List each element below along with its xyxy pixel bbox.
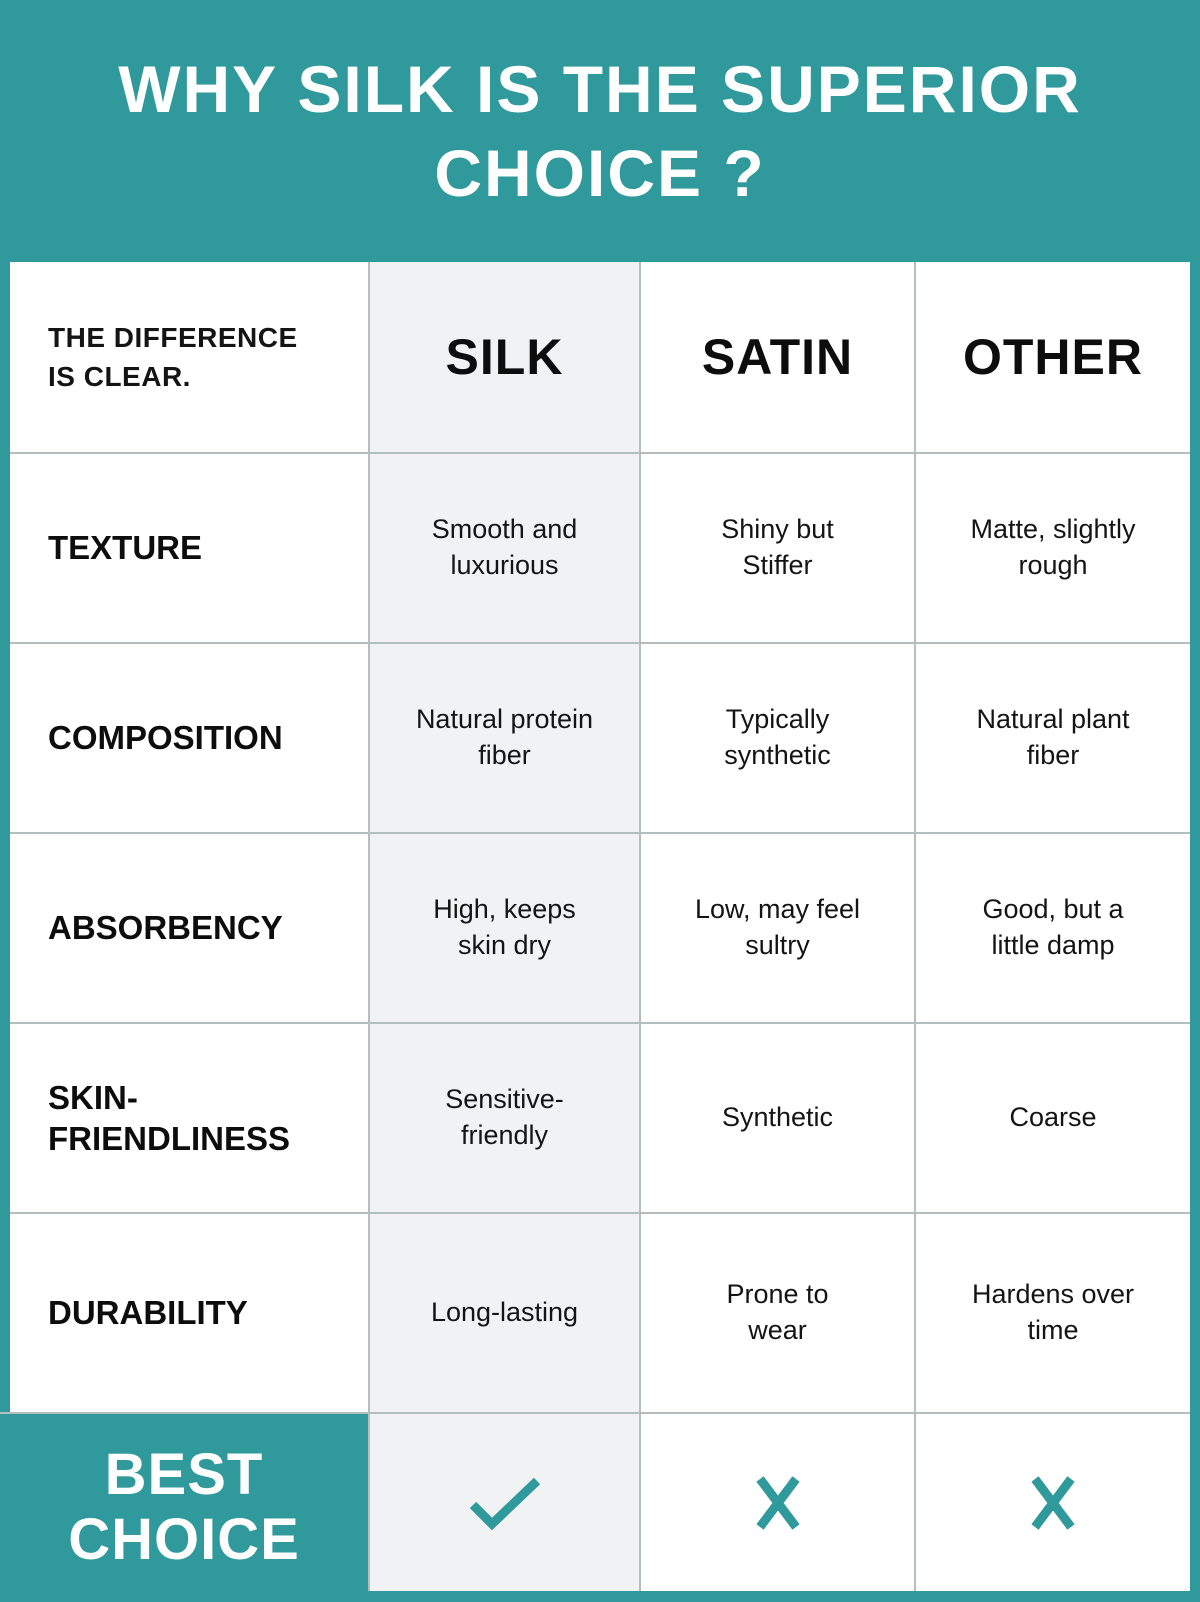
page-header: WHY SILK IS THE SUPERIOR CHOICE ? — [0, 0, 1200, 262]
cell-absorbency-other: Good, but a little damp — [914, 832, 1190, 1022]
cell-texture-silk: Smooth and luxurious — [368, 452, 639, 642]
cell-texture-satin: Shiny but Stiffer — [639, 452, 914, 642]
row-label-skin-friendliness: SKIN- FRIENDLINESS — [10, 1022, 368, 1212]
best-choice-other-cell — [914, 1414, 1190, 1591]
table-intro-text: THE DIFFERENCE IS CLEAR. — [48, 321, 298, 392]
best-choice-satin-cell — [639, 1414, 914, 1591]
cell-texture-other: Matte, slightly rough — [914, 452, 1190, 642]
page-title: WHY SILK IS THE SUPERIOR CHOICE ? — [118, 51, 1082, 210]
cross-icon — [1028, 1474, 1078, 1532]
column-header-satin: SATIN — [639, 262, 914, 452]
cell-composition-satin: Typically synthetic — [639, 642, 914, 832]
best-choice-silk-cell — [368, 1414, 639, 1591]
cell-skin-friendliness-satin: Synthetic — [639, 1022, 914, 1212]
row-label-absorbency: ABSORBENCY — [10, 832, 368, 1022]
best-choice-row: BEST CHOICE — [0, 1412, 1190, 1602]
best-choice-label: BEST CHOICE — [0, 1414, 368, 1602]
row-label-composition: COMPOSITION — [10, 642, 368, 832]
comparison-table: THE DIFFERENCE IS CLEAR. SILK SATIN OTHE… — [10, 262, 1190, 1412]
cross-icon — [753, 1474, 803, 1532]
cell-durability-other: Hardens over time — [914, 1212, 1190, 1412]
table-intro-cell: THE DIFFERENCE IS CLEAR. — [10, 262, 368, 452]
cell-composition-other: Natural plant fiber — [914, 642, 1190, 832]
cell-composition-silk: Natural protein fiber — [368, 642, 639, 832]
cell-durability-silk: Long-lasting — [368, 1212, 639, 1412]
column-header-silk: SILK — [368, 262, 639, 452]
cell-skin-friendliness-silk: Sensitive- friendly — [368, 1022, 639, 1212]
row-label-durability: DURABILITY — [10, 1212, 368, 1412]
cell-skin-friendliness-other: Coarse — [914, 1022, 1190, 1212]
cell-absorbency-silk: High, keeps skin dry — [368, 832, 639, 1022]
column-header-other: OTHER — [914, 262, 1190, 452]
cell-durability-satin: Prone to wear — [639, 1212, 914, 1412]
cell-absorbency-satin: Low, may feel sultry — [639, 832, 914, 1022]
row-label-texture: TEXTURE — [10, 452, 368, 642]
check-icon — [466, 1474, 544, 1532]
